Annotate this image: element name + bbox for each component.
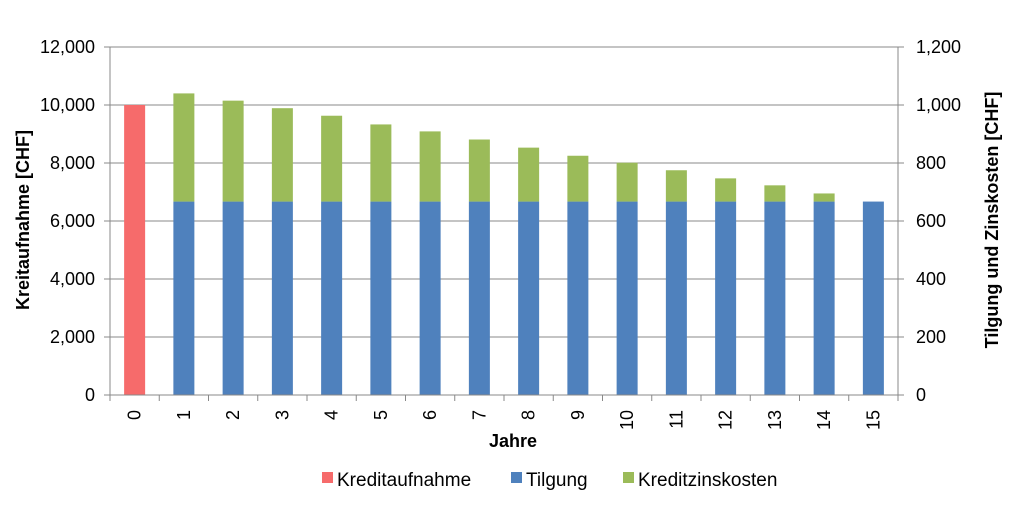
- bar-tilgung-9: [567, 201, 589, 395]
- x-tick-label: 12: [716, 410, 736, 430]
- x-tick-label: 9: [568, 410, 588, 420]
- bar-tilgung-4: [321, 201, 343, 395]
- bar-tilgung-3: [271, 201, 293, 395]
- bar-tilgung-12: [715, 201, 737, 395]
- x-tick-label: 8: [519, 410, 539, 420]
- bar-kreditzinskosten-7: [468, 139, 490, 202]
- y-right-tick-label: 400: [916, 269, 946, 289]
- legend-label-kreditaufnahme: Kreditaufnahme: [337, 470, 471, 491]
- bars: [124, 93, 884, 395]
- bar-kreditzinskosten-6: [419, 131, 441, 202]
- bar-kreditzinskosten-1: [173, 93, 195, 202]
- bar-kreditzinskosten-9: [567, 155, 589, 202]
- x-tick-label: 14: [814, 410, 834, 430]
- legend-label-tilgung: Tilgung: [526, 470, 588, 491]
- x-tick-label: 6: [420, 410, 440, 420]
- bar-kreditzinskosten-5: [370, 124, 392, 202]
- bar-tilgung-5: [370, 201, 392, 395]
- bar-tilgung-13: [764, 201, 786, 395]
- legend-swatch-tilgung: [511, 472, 522, 483]
- legend-swatch-kreditzinskosten: [623, 472, 634, 483]
- legend-label-kreditzinskosten: Kreditzinskosten: [638, 470, 777, 491]
- bar-kreditzinskosten-10: [616, 162, 638, 202]
- bar-kreditzinskosten-12: [715, 178, 737, 202]
- y-left-tick-label: 2,000: [50, 327, 95, 347]
- y-left-tick-label: 12,000: [40, 37, 95, 57]
- bar-tilgung-11: [665, 201, 687, 395]
- x-tick-label: 10: [617, 410, 637, 430]
- x-tick-label: 11: [666, 410, 686, 429]
- y-left-tick-label: 8,000: [50, 153, 95, 173]
- bar-kreditzinskosten-14: [813, 193, 835, 202]
- bar-kreditzinskosten-4: [321, 115, 343, 202]
- x-tick-label: 2: [223, 410, 243, 420]
- bar-tilgung-15: [862, 201, 884, 395]
- bar-kreditzinskosten-3: [271, 108, 293, 202]
- y-axis-right-title: Tilgung und Zinskosten [CHF]: [982, 92, 1002, 349]
- y-axis-left-title: Kreitaufnahme [CHF]: [13, 130, 33, 310]
- y-left-tick-label: 0: [85, 385, 95, 405]
- bar-tilgung-7: [468, 201, 490, 395]
- y-right-tick-label: 200: [916, 327, 946, 347]
- x-tick-label: 3: [272, 410, 292, 420]
- bar-tilgung-8: [518, 201, 540, 395]
- x-tick-label: 4: [322, 410, 342, 420]
- y-left-tick-label: 4,000: [50, 269, 95, 289]
- x-tick-label: 5: [371, 410, 391, 420]
- y-right-tick-label: 1,000: [916, 95, 961, 115]
- x-tick-label: 0: [125, 410, 145, 420]
- bar-tilgung-1: [173, 201, 195, 395]
- x-tick-label: 15: [863, 410, 883, 430]
- x-tick-label: 7: [469, 410, 489, 420]
- y-right-tick-label: 600: [916, 211, 946, 231]
- bar-kreditzinskosten-2: [222, 100, 244, 202]
- bar-tilgung-6: [419, 201, 441, 395]
- legend-swatch-kreditaufnahme: [322, 472, 333, 483]
- y-left-tick-label: 6,000: [50, 211, 95, 231]
- y-right-tick-label: 800: [916, 153, 946, 173]
- axes: [104, 46, 904, 401]
- bar-kreditzinskosten-11: [665, 170, 687, 202]
- x-tick-label: 13: [765, 410, 785, 430]
- y-right-tick-label: 0: [916, 385, 926, 405]
- bar-tilgung-2: [222, 201, 244, 395]
- bar-tilgung-14: [813, 201, 835, 395]
- bar-kreditzinskosten-13: [764, 185, 786, 202]
- x-axis-title: Jahre: [489, 431, 537, 451]
- bar-tilgung-10: [616, 201, 638, 395]
- x-tick-label: 1: [174, 410, 194, 420]
- legend: Kreditaufnahme Tilgung Kreditzinskosten: [322, 470, 777, 491]
- bar-kreditaufnahme-0: [124, 105, 146, 395]
- y-right-tick-label: 1,200: [916, 37, 961, 57]
- y-left-tick-label: 10,000: [40, 95, 95, 115]
- tick-labels: 0 2,000 4,000 6,000 8,000 10,000 12,000 0 200 400…: [40, 37, 961, 430]
- bar-kreditzinskosten-8: [518, 147, 540, 202]
